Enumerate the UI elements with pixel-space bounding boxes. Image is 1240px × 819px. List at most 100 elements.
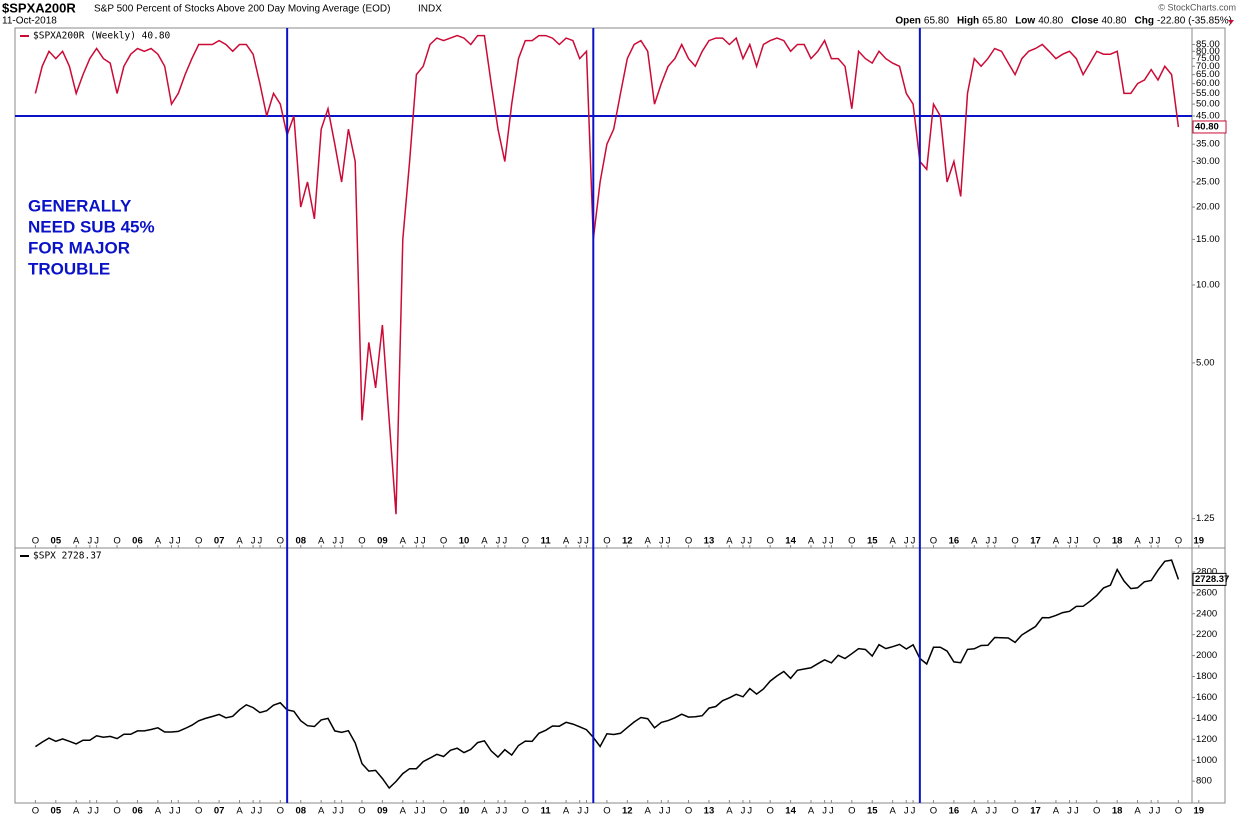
x-tick-label: O [277, 806, 284, 817]
x-tick-label: J [421, 806, 426, 817]
x-tick-label: 16 [949, 806, 960, 817]
x-tick-label: A [73, 806, 80, 817]
y-tick-label: 2600 [1196, 587, 1217, 598]
y-tick-label: 1400 [1196, 713, 1217, 724]
annotation: NEED SUB 45% [28, 217, 155, 236]
x-tick-label: O [848, 536, 855, 547]
x-tick-label: 07 [214, 806, 225, 817]
x-tick-label: O [32, 536, 39, 547]
x-tick-label: J [822, 806, 827, 817]
annotation: FOR MAJOR [28, 238, 130, 257]
x-tick-label: A [889, 536, 896, 547]
x-tick-label: J [1067, 806, 1072, 817]
x-tick-label: O [766, 806, 773, 817]
x-tick-label: A [236, 536, 243, 547]
x-tick-label: 12 [622, 806, 633, 817]
x-tick-label: A [563, 806, 570, 817]
x-tick-label: J [659, 536, 664, 547]
legend-label: $SPX 2728.37 [33, 551, 102, 562]
x-tick-label: J [169, 806, 174, 817]
x-tick-label: J [992, 536, 997, 547]
x-tick-label: 05 [51, 806, 62, 817]
x-tick-label: J [659, 806, 664, 817]
x-tick-label: O [1093, 536, 1100, 547]
x-tick-label: J [986, 806, 991, 817]
x-tick-label: 19 [1194, 806, 1205, 817]
x-tick-label: J [94, 536, 99, 547]
x-tick-label: 10 [459, 536, 470, 547]
stat-label: High [957, 16, 979, 27]
y-tick-label: 30.00 [1196, 156, 1220, 167]
x-tick-label: O [1093, 806, 1100, 817]
last-value-label: 2728.37 [1195, 574, 1229, 585]
x-tick-label: J [904, 806, 909, 817]
panel-frame [14, 27, 1226, 549]
x-tick-label: 11 [541, 536, 552, 547]
x-tick-label: O [685, 536, 692, 547]
last-value-tag: 2728.37 [1192, 572, 1229, 586]
stat-label: Close [1071, 16, 1099, 27]
x-tick-label: 18 [1112, 536, 1123, 547]
stat-value: 40.80 [1038, 16, 1063, 27]
x-tick-label: J [94, 806, 99, 817]
x-tick-label: J [911, 536, 916, 547]
x-tick-label: J [666, 536, 671, 547]
x-tick-label: J [414, 536, 419, 547]
x-tick-label: J [1149, 536, 1154, 547]
x-tick-label: 14 [785, 806, 796, 817]
x-tick-label: 13 [704, 536, 715, 547]
x-tick-label: J [332, 806, 337, 817]
x-tick-label: J [251, 536, 256, 547]
x-tick-label: J [829, 806, 834, 817]
y-tick-label: 85.00 [1196, 39, 1220, 50]
x-tick-label: J [986, 536, 991, 547]
x-tick-label: A [563, 536, 570, 547]
y-tick-label: 70.00 [1196, 61, 1220, 72]
symbol: $SPXA200R [2, 0, 76, 15]
x-tick-label: J [911, 806, 916, 817]
x-tick-label: J [339, 806, 344, 817]
y-tick-label: 50.00 [1196, 99, 1220, 110]
x-tick-label: O [358, 806, 365, 817]
stat-value: 65.80 [982, 16, 1007, 27]
y-tick-label: 20.00 [1196, 202, 1220, 213]
annotation: GENERALLY [28, 196, 132, 215]
y-tick-label: 1800 [1196, 671, 1217, 682]
x-tick-label: 09 [377, 536, 388, 547]
x-tick-label: 16 [949, 536, 960, 547]
x-tick-label: J [414, 806, 419, 817]
x-tick-label: 13 [704, 806, 715, 817]
x-tick-label: A [1134, 806, 1141, 817]
last-value-tag: 40.80 [1192, 120, 1227, 134]
legend-label: $SPXA200R (Weekly) 40.80 [33, 31, 171, 42]
x-tick-label: A [971, 536, 978, 547]
x-tick-label: A [236, 806, 243, 817]
x-tick-label: O [1175, 806, 1182, 817]
stats: -22.80 (-35.85%)Chg40.80Close40.80Low65.… [895, 16, 1234, 27]
x-tick-label: 09 [377, 806, 388, 817]
date: 11-Oct-2018 [2, 16, 57, 27]
x-tick-label: O [1011, 806, 1018, 817]
x-tick-label: A [645, 806, 652, 817]
y-tick-label: 25.00 [1196, 177, 1220, 188]
x-tick-label: J [822, 536, 827, 547]
x-tick-label: J [176, 806, 181, 817]
x-tick-label: J [502, 806, 507, 817]
x-tick-label: J [502, 536, 507, 547]
x-tick-label: O [930, 806, 937, 817]
x-tick-label: J [904, 536, 909, 547]
x-tick-label: O [1011, 536, 1018, 547]
y-tick-label: 55.00 [1196, 88, 1220, 99]
x-tick-label: O [848, 806, 855, 817]
y-tick-label: 1.25 [1196, 513, 1215, 524]
annotation: TROUBLE [28, 259, 110, 278]
x-tick-label: O [522, 536, 529, 547]
x-tick-label: 15 [867, 806, 878, 817]
x-tick-label: J [584, 806, 589, 817]
x-tick-label: A [155, 806, 162, 817]
x-tick-label: J [421, 536, 426, 547]
y-tick-label: 15.00 [1196, 234, 1220, 245]
x-tick-label: O [930, 536, 937, 547]
x-tick-label: A [1053, 806, 1060, 817]
